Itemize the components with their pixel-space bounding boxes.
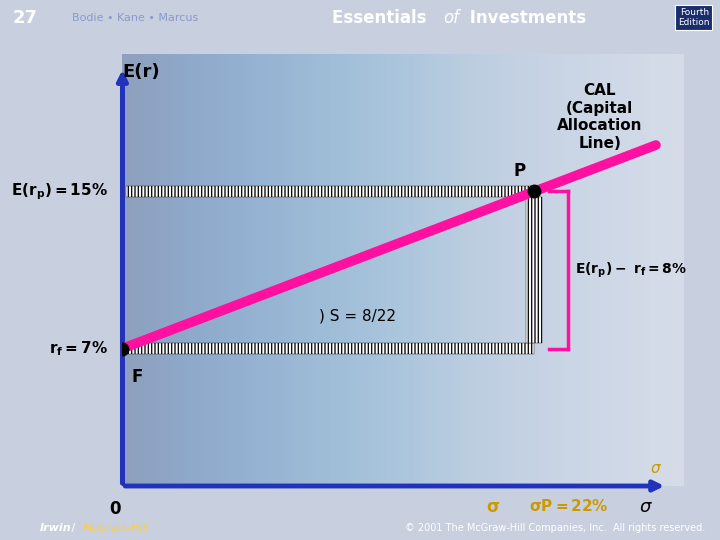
Text: McGraw-Hill: McGraw-Hill — [83, 523, 150, 533]
Text: F: F — [132, 368, 143, 386]
Text: 0: 0 — [109, 500, 121, 518]
Text: ) S = 8/22: ) S = 8/22 — [319, 308, 396, 323]
Text: Bodie • Kane • Marcus: Bodie • Kane • Marcus — [72, 12, 198, 23]
Text: $\mathbf{\sigma}$$\mathbf{P = 22\%}$: $\mathbf{\sigma}$$\mathbf{P = 22\%}$ — [528, 498, 608, 514]
Text: Essentials: Essentials — [332, 9, 432, 26]
Text: $\mathbf{E(r_p) - \ r_f = 8\%}$: $\mathbf{E(r_p) - \ r_f = 8\%}$ — [575, 260, 688, 280]
Text: © 2001 The McGraw-Hill Companies, Inc.  All rights reserved.: © 2001 The McGraw-Hill Companies, Inc. A… — [405, 523, 706, 533]
Text: 27: 27 — [13, 9, 38, 26]
Text: Fourth
Edition: Fourth Edition — [678, 8, 709, 27]
Text: σ: σ — [639, 498, 650, 516]
Text: P: P — [513, 161, 526, 180]
Text: $\mathbf{r_f = 7\%}$: $\mathbf{r_f = 7\%}$ — [48, 339, 107, 358]
Text: of: of — [443, 9, 459, 26]
Text: /: / — [68, 523, 79, 533]
Text: E(r): E(r) — [122, 63, 160, 80]
Text: Investments: Investments — [464, 9, 587, 26]
Text: $\mathbf{E(r_p) = 15\%}$: $\mathbf{E(r_p) = 15\%}$ — [11, 181, 107, 202]
Text: $\mathbf{\sigma}$: $\mathbf{\sigma}$ — [487, 498, 500, 516]
Text: CAL
(Capital
Allocation
Line): CAL (Capital Allocation Line) — [557, 84, 642, 151]
Bar — [126, 343, 534, 354]
Bar — [526, 197, 542, 343]
Bar — [126, 186, 534, 197]
Text: $\sigma$: $\sigma$ — [650, 461, 662, 476]
Text: Irwin: Irwin — [40, 523, 71, 533]
